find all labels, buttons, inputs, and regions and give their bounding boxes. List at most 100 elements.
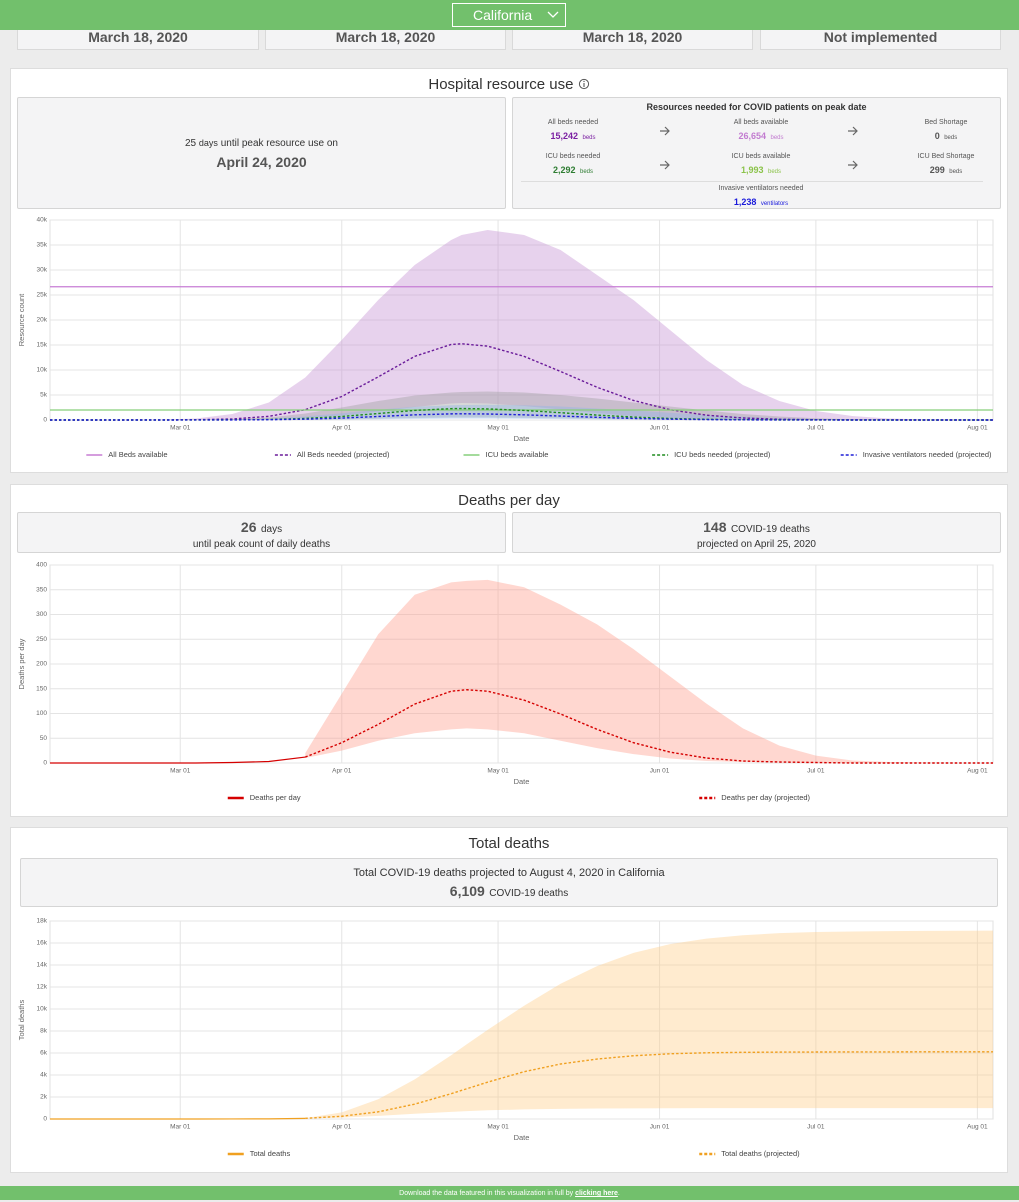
total-summary: Total COVID-19 deaths projected to Augus… (353, 867, 665, 879)
y-tick-label: 25k (37, 292, 48, 299)
y-axis-title: Resource count (17, 293, 26, 346)
y-tick-label: 2k (40, 1094, 48, 1101)
y-axis-title: Deaths per day (17, 638, 26, 689)
days-unit: days (198, 138, 218, 148)
y-tick-label: 0 (43, 417, 47, 424)
resource-chart: 0 5k 10k 15k 20k 25k 30k 35k 40k Mar 01 Apr 01 May … (17, 217, 994, 459)
peak-count-card: 148 COVID-19 deaths projected on April 2… (512, 512, 1001, 553)
resource-unit: ventilators (760, 201, 789, 207)
footer-bar: Download the data featured in this visua… (0, 1186, 1019, 1200)
y-tick-label: 100 (36, 710, 47, 717)
x-tick-label: Aug 01 (967, 768, 988, 775)
resource-item: ICU Bed Shortage 299 beds (871, 153, 1019, 178)
uncertainty-band (50, 391, 993, 420)
peak-card: 25 days until peak resource use on April… (17, 97, 506, 209)
y-tick-label: 40k (37, 217, 48, 224)
resource-label: ICU beds available (731, 153, 791, 160)
peak-date: projected on April 25, 2020 (697, 539, 816, 550)
x-tick-label: Jul 01 (807, 768, 825, 775)
y-tick-label: 30k (37, 267, 48, 274)
legend-label: ICU beds needed (projected) (674, 450, 771, 459)
resource-value-row: 26,654 beds (686, 126, 836, 144)
resource-value: 299 (929, 165, 945, 175)
y-tick-label: 18k (37, 918, 48, 925)
y-tick-label: 4k (40, 1072, 48, 1079)
total-card: Total COVID-19 deaths projected to Augus… (20, 858, 998, 907)
peak-days: 26 (240, 519, 257, 535)
peak-line: 26 days (18, 519, 505, 537)
y-tick-label: 10k (37, 367, 48, 374)
resource-label: Bed Shortage (924, 119, 968, 126)
section-title: Deaths per day (458, 492, 560, 509)
state-name: California (473, 7, 533, 23)
x-axis-title: Date (514, 1133, 530, 1142)
legend-label: ICU beds available (486, 450, 549, 459)
x-tick-label: May 01 (487, 1124, 509, 1131)
arrow-icon (848, 126, 858, 136)
y-tick-label: 35k (37, 242, 48, 249)
peak-text: until peak count of daily deaths (192, 539, 331, 550)
title-text: Hospital resource use (428, 76, 574, 93)
y-tick-label: 16k (37, 940, 48, 947)
resource-label: All beds available (733, 119, 789, 126)
footer-end: . (617, 1190, 620, 1197)
resource-value-row: 299 beds (871, 160, 1019, 178)
x-tick-label: Aug 01 (967, 1124, 988, 1131)
series-line (50, 756, 306, 764)
state-select[interactable]: California (452, 3, 566, 27)
total-line: 6,109 COVID-19 deaths (21, 883, 997, 901)
legend-label: Deaths per day (250, 793, 301, 802)
x-tick-label: Aug 01 (967, 425, 988, 432)
section-title: Hospital resource use (11, 76, 1007, 93)
download-link[interactable]: clicking here (575, 1190, 618, 1197)
resource-unit: beds (582, 135, 596, 141)
x-tick-label: Mar 01 (170, 768, 191, 775)
x-tick-label: Jul 01 (807, 1124, 825, 1131)
peak-days: 25 (185, 138, 197, 149)
arrow-icon (848, 160, 858, 170)
x-tick-label: Apr 01 (332, 768, 352, 775)
y-tick-label: 350 (36, 586, 47, 593)
x-tick-label: Mar 01 (170, 425, 191, 432)
legend-label: Invasive ventilators needed (projected) (863, 450, 992, 459)
y-tick-label: 300 (36, 611, 47, 618)
resource-item: ICU beds needed 2,292 beds (498, 153, 648, 178)
y-tick-label: 5k (40, 392, 48, 399)
header-bar: California (0, 0, 1019, 30)
x-tick-label: Mar 01 (170, 1124, 191, 1131)
y-tick-label: 8k (40, 1028, 48, 1035)
resource-value-row: 2,292 beds (498, 160, 648, 178)
chevron-icon (547, 11, 559, 18)
section-title: Total deaths (468, 835, 550, 852)
y-tick-label: 10k (37, 1006, 48, 1013)
x-tick-label: Jun 01 (650, 425, 670, 432)
resource-item: ICU beds available 1,993 beds (686, 153, 836, 178)
y-tick-label: 150 (36, 685, 47, 692)
peak-count: 148 (703, 519, 727, 535)
y-tick-label: 50 (40, 735, 48, 742)
legend-label: All Beds available (108, 450, 167, 459)
resource-unit: beds (767, 169, 781, 175)
resource-unit: beds (579, 169, 593, 175)
arrow-icon (660, 160, 670, 170)
peak-line: 148 COVID-19 deaths (513, 519, 1000, 537)
count-unit: COVID-19 deaths (489, 888, 569, 899)
days-unit: days (260, 524, 283, 535)
x-tick-label: Jun 01 (650, 1124, 670, 1131)
x-tick-label: Jul 01 (807, 425, 825, 432)
resource-item: All beds available 26,654 beds (686, 119, 836, 144)
y-tick-label: 6k (40, 1050, 48, 1057)
resource-value: 15,242 (550, 131, 579, 141)
legend-label: Total deaths (projected) (721, 1149, 800, 1158)
resource-value-row: 1,993 beds (686, 160, 836, 178)
count-unit: COVID-19 deaths (730, 524, 810, 535)
x-tick-label: Apr 01 (332, 425, 352, 432)
y-tick-label: 20k (37, 317, 48, 324)
resource-label: ICU beds needed (545, 153, 601, 160)
y-tick-label: 12k (37, 984, 48, 991)
info-icon[interactable] (578, 78, 590, 90)
legend-label: Total deaths (250, 1149, 291, 1158)
peak-date: April 24, 2020 (216, 154, 307, 170)
footer-text: Download the data featured in this visua… (399, 1190, 574, 1197)
